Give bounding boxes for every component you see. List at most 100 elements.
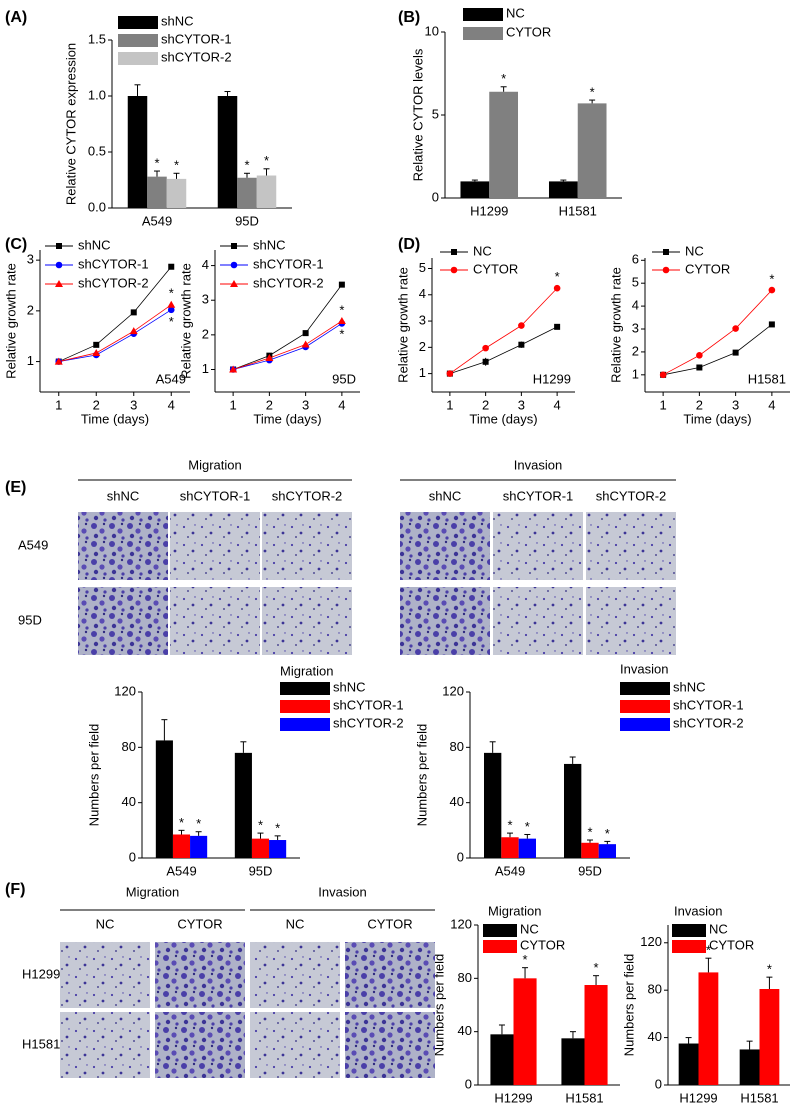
y-tick-label: 0: [432, 189, 439, 204]
panel-label: (B): [398, 9, 420, 26]
marker: [265, 354, 274, 362]
bar: [518, 838, 536, 858]
y-tick-label: 5: [432, 106, 439, 121]
bar: [759, 989, 780, 1085]
line: [449, 326, 558, 374]
bar: [501, 837, 519, 858]
y-tick-label: 120: [442, 683, 464, 698]
significance-mark: *: [339, 327, 344, 342]
significance-mark: *: [244, 158, 249, 173]
marker: [168, 263, 175, 270]
legend-label: shCYTOR-1: [78, 256, 149, 271]
column-label: shCYTOR-1: [503, 488, 574, 503]
bar: [581, 842, 599, 858]
row-label: A549: [18, 537, 48, 552]
micrograph: [170, 512, 260, 580]
marker: [768, 286, 776, 294]
bar: [484, 752, 502, 858]
y-axis-label: Numbers per field: [86, 724, 101, 827]
group-title: Invasion: [514, 457, 562, 472]
micrograph: [170, 587, 260, 655]
x-tick-label: 2: [93, 397, 100, 412]
y-tick-label: 80: [458, 970, 472, 985]
y-tick-label: 2: [419, 339, 426, 354]
legend-label: CYTOR: [520, 937, 565, 952]
x-tick-label: 4: [768, 397, 775, 412]
significance-mark: *: [275, 820, 280, 835]
panel-label: (A): [5, 9, 27, 26]
y-tick-label: 6: [632, 252, 639, 267]
x-tick-label: H1299: [470, 203, 508, 218]
column-label: NC: [286, 916, 305, 931]
marker: [659, 371, 667, 379]
marker: [482, 344, 489, 352]
legend-swatch: [463, 8, 503, 21]
legend-swatch: [463, 27, 503, 40]
significance-mark: *: [507, 818, 512, 833]
y-tick-label: 4: [419, 286, 426, 301]
marker: [518, 341, 525, 348]
y-tick-label: 80: [122, 739, 136, 754]
y-tick-label: 120: [640, 934, 662, 949]
legend-label: CYTOR: [685, 261, 730, 276]
legend-title: Invasion: [674, 903, 722, 918]
x-tick-label: H1581: [740, 1090, 778, 1105]
y-tick-label: 10: [425, 23, 439, 38]
line: [233, 323, 343, 370]
bar: [127, 96, 148, 208]
y-axis-label: Relative CYTOR levels: [410, 48, 425, 181]
legend-label: shCYTOR-1: [253, 256, 324, 271]
marker: [553, 284, 561, 292]
legend-title: Migration: [488, 903, 541, 918]
bar: [147, 176, 167, 208]
x-axis-label: Time (days): [253, 411, 321, 426]
marker: [663, 249, 669, 255]
legend-title: Migration: [280, 663, 333, 678]
x-tick-label: 3: [518, 397, 525, 412]
micrograph: [78, 512, 168, 580]
column-label: CYTOR: [177, 916, 222, 931]
significance-mark: *: [523, 952, 528, 967]
marker: [92, 348, 101, 356]
row-label: 95D: [18, 612, 42, 627]
y-tick-label: 1.0: [88, 87, 106, 102]
legend-swatch: [280, 682, 330, 695]
y-tick-label: 3: [27, 252, 34, 267]
y-axis-label: Relative growth rate: [3, 263, 18, 379]
y-tick-label: 40: [458, 1023, 472, 1038]
significance-mark: *: [594, 960, 599, 975]
legend-swatch: [118, 34, 158, 47]
x-tick-label: 95D: [578, 863, 602, 878]
legend-label: shCYTOR-2: [673, 715, 744, 730]
line: [233, 320, 343, 370]
significance-mark: *: [196, 816, 201, 831]
micrograph: [262, 512, 352, 580]
line: [662, 289, 773, 376]
y-axis-label: Relative growth rate: [395, 267, 410, 383]
group-title: Invasion: [318, 884, 366, 899]
legend-title: Invasion: [620, 661, 668, 676]
line: [232, 284, 343, 370]
micrograph: [400, 587, 490, 655]
legend-label: CYTOR: [473, 261, 518, 276]
bar: [269, 840, 287, 858]
column-label: shCYTOR-2: [272, 488, 343, 503]
y-axis-label: Relative growth rate: [178, 263, 193, 379]
bar: [234, 752, 252, 858]
marker: [732, 349, 739, 356]
x-tick-label: 4: [554, 397, 561, 412]
legend-label: NC: [709, 921, 728, 936]
column-label: shCYTOR-2: [596, 488, 667, 503]
y-tick-label: 80: [648, 982, 662, 997]
line: [58, 304, 172, 362]
line: [449, 287, 558, 374]
marker: [167, 306, 175, 314]
bar: [237, 177, 257, 208]
marker: [768, 321, 775, 328]
significance-mark: *: [769, 272, 774, 287]
significance-mark: *: [258, 818, 263, 833]
bar: [217, 96, 238, 208]
micrograph: [586, 587, 676, 655]
marker: [696, 352, 703, 359]
